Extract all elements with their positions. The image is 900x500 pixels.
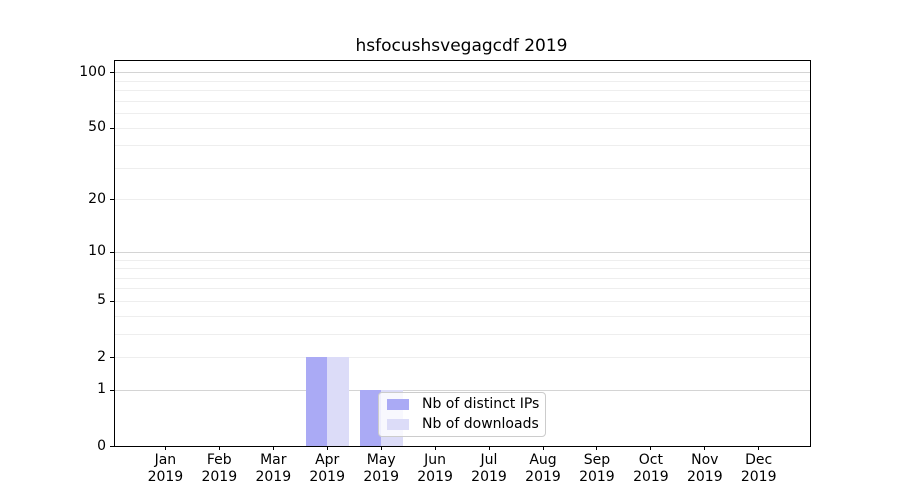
- legend-label-downloads: Nb of downloads: [422, 416, 539, 432]
- x-tick-mark: [596, 446, 598, 450]
- x-tick-label-mar: Mar 2019: [255, 452, 292, 485]
- minor-gridline: [115, 199, 810, 201]
- minor-gridline: [115, 333, 810, 335]
- x-tick-mark: [326, 446, 328, 450]
- y-tick-label: 50: [88, 119, 106, 136]
- x-tick-label-jul: Jul 2019: [471, 452, 507, 485]
- x-tick-label-jan: Jan 2019: [147, 452, 184, 485]
- minor-gridline: [115, 145, 810, 147]
- x-tick-label-dec: Dec 2019: [740, 452, 777, 485]
- minor-gridline: [115, 300, 810, 302]
- y-tick-mark: [110, 199, 114, 201]
- x-tick-mark: [272, 446, 274, 450]
- x-tick-label-jun: Jun 2019: [417, 452, 453, 485]
- y-tick-label: 1: [97, 381, 106, 398]
- y-tick-label: 100: [79, 63, 106, 80]
- minor-gridline: [115, 90, 810, 92]
- x-tick-label-apr: Apr 2019: [309, 452, 346, 485]
- legend: Nb of distinct IPs Nb of downloads: [378, 392, 546, 437]
- x-tick-mark: [542, 446, 544, 450]
- y-tick-mark: [110, 251, 114, 253]
- minor-gridline: [115, 127, 810, 129]
- legend-entry-downloads: Nb of downloads: [379, 416, 545, 433]
- y-tick-mark: [110, 72, 114, 74]
- plot-area: 0 1 2 5 10 20 50 100 Jan 2019 Feb 2019 Mar 2019 Apr 201…: [79, 60, 811, 485]
- minor-gridline: [115, 80, 810, 82]
- x-tick-mark: [650, 446, 652, 450]
- x-tick-label-aug: Aug 2019: [525, 452, 561, 485]
- minor-gridline: [115, 315, 810, 317]
- chart-title: hsfocushsvegagcdf 2019: [355, 36, 568, 56]
- legend-entry-distinct-ips: Nb of distinct IPs: [379, 396, 545, 413]
- x-tick-label-oct: Oct 2019: [633, 452, 669, 485]
- y-tick-label: 10: [88, 243, 106, 260]
- y-tick-mark: [110, 300, 114, 302]
- legend-label-distinct-ips: Nb of distinct IPs: [422, 396, 540, 412]
- minor-gridline: [115, 167, 810, 169]
- x-tick-mark: [758, 446, 760, 450]
- y-tick-mark: [110, 357, 114, 358]
- x-tick-label-may: May 2019: [363, 452, 400, 485]
- y-tick-label: 0: [97, 437, 106, 454]
- y-tick-label: 2: [97, 348, 106, 365]
- y-tick-mark: [110, 389, 114, 391]
- minor-gridline: [115, 277, 810, 279]
- bar-downloads-apr: [327, 357, 349, 446]
- legend-swatch-downloads-icon: [387, 419, 409, 430]
- bar-distinct-ips-may: [359, 389, 382, 446]
- minor-gridline: [115, 100, 810, 102]
- x-tick-mark: [164, 446, 166, 450]
- x-tick-mark: [380, 446, 382, 450]
- x-tick-mark: [218, 446, 220, 450]
- y-tick-mark: [110, 127, 114, 129]
- minor-gridline: [115, 288, 810, 290]
- major-gridline: [115, 251, 810, 253]
- minor-gridline: [115, 357, 810, 358]
- x-tick-label-feb: Feb 2019: [201, 452, 238, 485]
- minor-gridline: [115, 113, 810, 115]
- x-tick-mark: [704, 446, 706, 450]
- x-tick-mark: [434, 446, 436, 450]
- major-gridline: [115, 72, 810, 74]
- minor-gridline: [115, 259, 810, 261]
- y-tick-label: 5: [97, 292, 106, 309]
- y-tick-label: 20: [88, 190, 106, 207]
- x-tick-mark: [488, 446, 490, 450]
- major-gridline: [115, 389, 810, 391]
- legend-swatch-distinct-ips-icon: [387, 399, 409, 410]
- x-tick-label-nov: Nov 2019: [686, 452, 723, 485]
- x-tick-label-sep: Sep 2019: [579, 452, 615, 485]
- bar-distinct-ips-apr: [305, 357, 328, 446]
- minor-gridline: [115, 268, 810, 269]
- y-tick-mark: [110, 446, 114, 447]
